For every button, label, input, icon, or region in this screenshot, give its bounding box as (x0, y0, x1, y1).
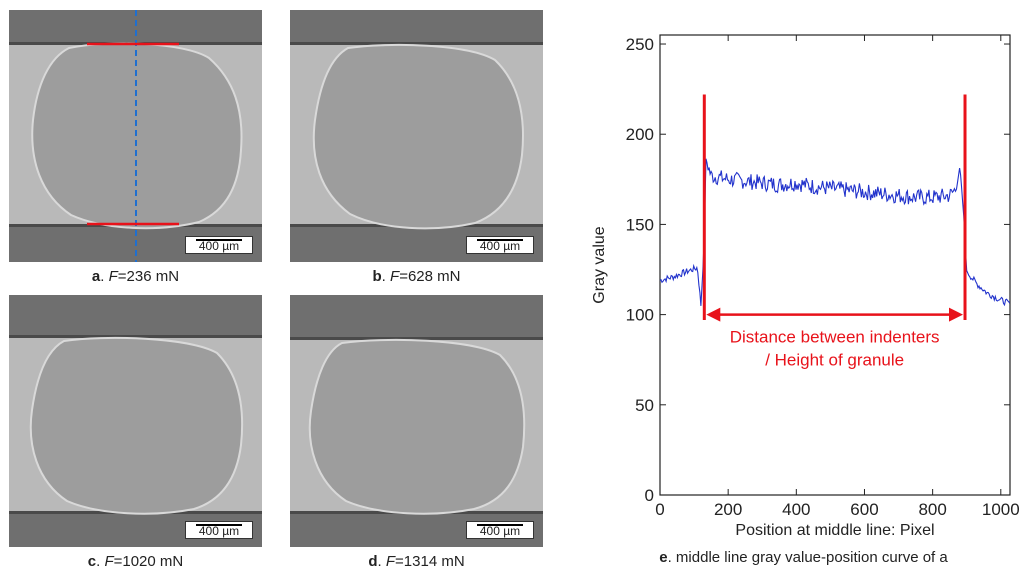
chart-caption: e. middle line gray value-position curve… (659, 549, 948, 566)
y-tick-label: 250 (626, 35, 654, 54)
y-axis-label: Gray value (591, 226, 608, 303)
x-tick-label: 200 (714, 500, 742, 519)
caption-b: b. F=628 mN (372, 268, 461, 285)
micrograph-panel-a: 400 µm (9, 10, 262, 262)
x-tick-label: 800 (918, 500, 946, 519)
scale-bar: 400 µm (185, 236, 253, 254)
caption-a: a. F=236 mN (91, 268, 180, 285)
gray-value-curve (659, 158, 1011, 307)
x-axis-label: Position at middle line: Pixel (735, 522, 934, 539)
y-tick-label: 150 (626, 215, 654, 234)
micrograph-panel-d: 400 µm (290, 295, 543, 547)
annotation-line-1: Distance between indenters (730, 328, 940, 347)
x-tick-label: 400 (782, 500, 810, 519)
scale-bar: 400 µm (185, 521, 253, 539)
scale-bar: 400 µm (466, 521, 534, 539)
micrograph-panel-c: 400 µm (9, 295, 262, 547)
y-tick-label: 50 (635, 396, 654, 415)
arrowhead-right (949, 307, 964, 322)
y-tick-label: 100 (626, 306, 654, 325)
y-tick-label: 200 (626, 125, 654, 144)
caption-c: c. F=1020 mN (87, 553, 184, 570)
y-tick-label: 0 (645, 486, 654, 505)
x-tick-label: 1000 (982, 500, 1020, 519)
micrograph-panel-b: 400 µm (290, 10, 543, 262)
scale-bar: 400 µm (466, 236, 534, 254)
x-tick-label: 0 (655, 500, 664, 519)
annotation-line-2: / Height of granule (765, 351, 904, 370)
caption-d: d. F=1314 mN (368, 553, 465, 570)
arrowhead-left (706, 307, 721, 322)
x-tick-label: 600 (850, 500, 878, 519)
plot-frame (659, 34, 1011, 496)
gray-value-chart: 0 50 100 150 200 250 0 200 400 600 800 1000 Position… (591, 34, 1020, 539)
